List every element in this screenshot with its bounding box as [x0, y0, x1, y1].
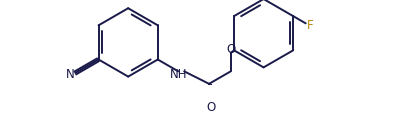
Text: N: N — [66, 68, 74, 81]
Text: O: O — [207, 100, 216, 113]
Text: F: F — [307, 18, 314, 31]
Text: O: O — [226, 42, 235, 55]
Text: NH: NH — [170, 68, 188, 81]
